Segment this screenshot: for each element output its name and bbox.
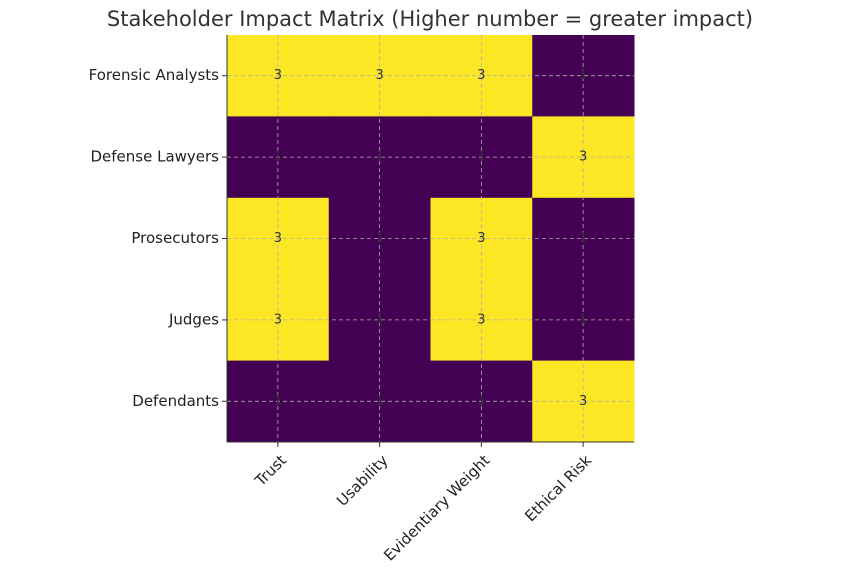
chart-title: Stakeholder Impact Matrix (Higher number… <box>107 7 753 31</box>
cell-label: 3 <box>274 231 282 246</box>
cell-label: 3 <box>579 394 587 409</box>
x-tick-label: Ethical Risk <box>521 451 595 525</box>
y-tick-label: Defendants <box>132 392 219 410</box>
cell-label: 3 <box>375 68 383 83</box>
x-tick-label: Evidentiary Weight <box>380 451 493 564</box>
cell-label: 1 <box>477 394 485 409</box>
cell-label: 1 <box>274 150 282 165</box>
y-tick-label: Forensic Analysts <box>89 66 220 84</box>
cell-label: 1 <box>375 394 383 409</box>
cell-label: 1 <box>579 312 587 327</box>
x-tick-label: Usability <box>333 451 392 510</box>
cell-label: 1 <box>579 231 587 246</box>
y-tick-label: Defense Lawyers <box>90 148 219 166</box>
cell-label: 1 <box>375 150 383 165</box>
cell-label: 3 <box>477 68 485 83</box>
cell-label: 1 <box>375 312 383 327</box>
heat-cell <box>328 279 431 362</box>
y-tick-label: Judges <box>168 310 219 328</box>
cell-label: 1 <box>375 231 383 246</box>
cell-label: 1 <box>477 150 485 165</box>
cell-label: 3 <box>274 68 282 83</box>
cell-label: 3 <box>477 231 485 246</box>
cell-label: 3 <box>274 312 282 327</box>
x-tick-label: Trust <box>251 451 290 490</box>
cell-label: 3 <box>477 312 485 327</box>
cell-label: 1 <box>274 394 282 409</box>
cell-label: 3 <box>579 150 587 165</box>
heat-cell <box>328 35 431 117</box>
cell-label: 1 <box>579 68 587 83</box>
y-tick-label: Prosecutors <box>131 229 219 247</box>
